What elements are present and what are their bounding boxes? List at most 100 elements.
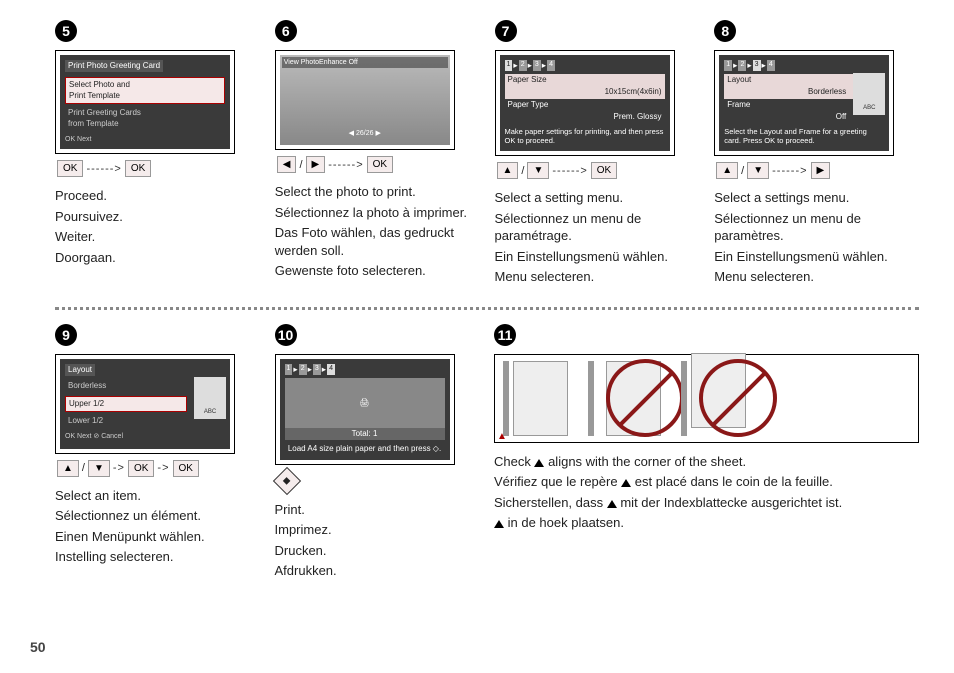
seg: 2 (299, 364, 307, 375)
screen-box: Print Photo Greeting Card Select Photo a… (55, 50, 235, 154)
step-number-badge: 5 (55, 20, 77, 42)
down-button[interactable]: ▼ (88, 460, 110, 477)
ok-button[interactable]: OK (591, 162, 617, 179)
menu-item-selected: Select Photo and Print Template (65, 77, 225, 104)
seg: 2 (738, 60, 746, 71)
button-sequence: ◀ / ▶ ------> OK (277, 156, 480, 173)
triangle-icon (494, 520, 504, 528)
text-en: Select a setting menu. (495, 189, 700, 207)
seg: 4 (767, 60, 775, 71)
seg: 3 (753, 60, 761, 71)
arrow-icon: ------> (552, 165, 587, 177)
left-button[interactable]: ◀ (277, 156, 297, 173)
down-button[interactable]: ▼ (747, 162, 769, 179)
step-number-badge: 6 (275, 20, 297, 42)
progress-segments: 1▸ 2▸ 3▸ 4 (285, 364, 445, 375)
text-en: Print. (275, 501, 480, 519)
right-button[interactable]: ▶ (811, 162, 831, 179)
overlay-label: View PhotoEnhance Off (282, 57, 448, 68)
text-fr: Sélectionnez la photo à imprimer. (275, 204, 480, 222)
layout-preview: ABC (194, 377, 226, 419)
ok-button[interactable]: OK (128, 460, 154, 477)
seg: 1 (724, 60, 732, 71)
button-sequence: ▲ / ▼ ------> OK (497, 162, 700, 179)
row-1: 5 Print Photo Greeting Card Select Photo… (55, 20, 919, 289)
start-button[interactable]: ◆ (272, 467, 300, 495)
text-nl: Doorgaan. (55, 249, 260, 267)
ok-button[interactable]: OK (367, 156, 393, 173)
text-de: Sicherstellen, dass mit der Indexblattec… (494, 494, 919, 512)
lcd-screen: 1▸ 2▸ 3▸ 4 Paper Size 10x15cm(4x6in) Pap… (500, 55, 670, 151)
down-button[interactable]: ▼ (527, 162, 549, 179)
ok-button[interactable]: OK (173, 460, 199, 477)
illustration-box: ▲ (494, 354, 919, 443)
text-en: Select a settings menu. (714, 189, 919, 207)
step-8: 8 1▸ 2▸ 3▸ 4 ABC Layout Borderless Frame… (714, 20, 919, 289)
step-9: 9 Layout ABC Borderless Upper 1/2 Lower … (55, 324, 260, 583)
screen-message: Load A4 size plain paper and then press … (285, 444, 445, 454)
arrow-icon: -> (113, 462, 125, 474)
progress-segments: 1▸ 2▸ 3▸ 4 (724, 60, 884, 71)
slash: / (521, 165, 524, 177)
slash: / (82, 462, 85, 474)
triangle-icon (621, 479, 631, 487)
prohibited-icon (606, 359, 684, 437)
up-button[interactable]: ▲ (716, 162, 738, 179)
up-button[interactable]: ▲ (57, 460, 79, 477)
step-10: 10 1▸ 2▸ 3▸ 4 🖨 Total: 1 Load A4 size pl… (275, 324, 480, 583)
setting-value: 10x15cm(4x6in) (505, 86, 665, 98)
text-en: Select an item. (55, 487, 260, 505)
lcd-screen: Print Photo Greeting Card Select Photo a… (60, 55, 230, 149)
instruction-text: Select a setting menu. Sélectionnez un m… (495, 189, 700, 286)
lcd-photo-preview: View PhotoEnhance Off ◀ 26/26 ▶ (280, 55, 450, 145)
screen-footer: OK Next ⊘ Cancel (65, 432, 225, 441)
seg: 1 (505, 60, 513, 71)
printer-illustration: 🖨 (285, 378, 445, 428)
text-fr: Poursuivez. (55, 208, 260, 226)
text-nl: Instelling selecteren. (55, 548, 260, 566)
page-number: 50 (30, 639, 46, 655)
text-de: Weiter. (55, 228, 260, 246)
prohibited-icon (699, 359, 777, 437)
wrong-alignment-2 (681, 361, 746, 436)
total-label: Total: 1 (285, 428, 445, 440)
row-2: 9 Layout ABC Borderless Upper 1/2 Lower … (55, 324, 919, 583)
section-divider (55, 307, 919, 310)
instruction-text: Proceed. Poursuivez. Weiter. Doorgaan. (55, 187, 260, 266)
menu-item-selected: Upper 1/2 (65, 396, 187, 412)
screen-message: Select the Layout and Frame for a greeti… (724, 127, 884, 147)
text-de: Ein Einstellungsmenü wählen. (495, 248, 700, 266)
progress-segments: 1▸ 2▸ 3▸ 4 (505, 60, 665, 71)
layout-preview: ABC (853, 73, 885, 115)
menu-item: Print Greeting Cards from Template (65, 106, 225, 131)
button-sequence: ▲ / ▼ ------> ▶ (716, 162, 919, 179)
ok-button[interactable]: OK (125, 160, 151, 177)
text-nl: Menu selecteren. (714, 268, 919, 286)
right-button[interactable]: ▶ (306, 156, 326, 173)
text-de: Einen Menüpunkt wählen. (55, 528, 260, 546)
text-de: Ein Einstellungsmenü wählen. (714, 248, 919, 266)
seg: 3 (313, 364, 321, 375)
step-number-badge: 9 (55, 324, 77, 346)
arrow-icon: ------> (328, 159, 363, 171)
seg: 1 (285, 364, 293, 375)
up-button[interactable]: ▲ (497, 162, 519, 179)
instruction-text: Select the photo to print. Sélectionnez … (275, 183, 480, 280)
screen-footer: OK Next (65, 135, 225, 144)
step-number-badge: 11 (494, 324, 516, 346)
text-nl: Menu selecteren. (495, 268, 700, 286)
text-nl: in de hoek plaatsen. (494, 514, 919, 532)
screen-box: 1▸ 2▸ 3▸ 4 ABC Layout Borderless Frame O… (714, 50, 894, 156)
setting-row: Paper Type (505, 99, 665, 111)
lcd-screen: 1▸ 2▸ 3▸ 4 🖨 Total: 1 Load A4 size plain… (280, 359, 450, 460)
text-nl: Gewenste foto selecteren. (275, 262, 480, 280)
button-sequence: ▲ / ▼ -> OK -> OK (57, 460, 260, 477)
step-6: 6 View PhotoEnhance Off ◀ 26/26 ▶ ◀ / ▶ … (275, 20, 480, 289)
arrow-icon: ------> (772, 165, 807, 177)
wrong-alignment-1 (588, 361, 661, 436)
seg: 4 (327, 364, 335, 375)
text-fr: Sélectionnez un menu de paramètres. (714, 210, 919, 245)
screen-box: View PhotoEnhance Off ◀ 26/26 ▶ (275, 50, 455, 150)
ok-button[interactable]: OK (57, 160, 83, 177)
slash: / (741, 165, 744, 177)
